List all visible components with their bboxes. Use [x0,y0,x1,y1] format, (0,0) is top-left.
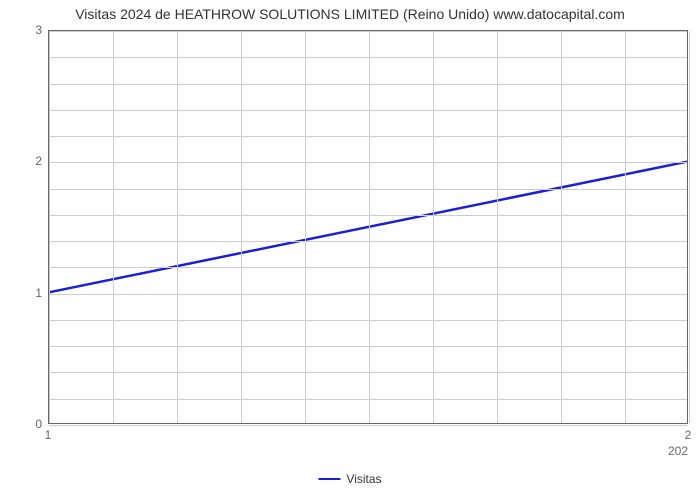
plot-area [48,30,688,424]
gridline-h [49,84,687,85]
gridline-h [49,320,687,321]
gridline-h [49,399,687,400]
x-tick-label: 1 [45,424,52,442]
gridline-h [49,215,687,216]
series-line [49,162,687,293]
gridline-h [49,346,687,347]
legend-label: Visitas [346,472,381,486]
gridline-v [305,31,306,423]
line-layer [49,31,687,423]
gridline-h [49,110,687,111]
y-tick-label: 2 [35,154,48,168]
gridline-v [369,31,370,423]
gridline-h [49,189,687,190]
gridline-h [49,425,687,426]
legend: Visitas [318,472,381,486]
gridline-h [49,162,687,163]
gridline-v [49,31,50,423]
x-tick-label: 2 [685,424,692,442]
gridline-v [689,31,690,423]
gridline-v [497,31,498,423]
chart-title: Visitas 2024 de HEATHROW SOLUTIONS LIMIT… [0,0,700,26]
gridline-h [49,57,687,58]
gridline-v [625,31,626,423]
y-tick-label: 1 [35,286,48,300]
gridline-h [49,241,687,242]
gridline-v [433,31,434,423]
legend-swatch [318,478,340,480]
gridline-h [49,136,687,137]
gridline-v [561,31,562,423]
y-tick-label: 3 [35,23,48,37]
gridline-v [241,31,242,423]
gridline-v [177,31,178,423]
gridline-h [49,372,687,373]
gridline-h [49,267,687,268]
gridline-h [49,294,687,295]
gridline-v [113,31,114,423]
plot-wrapper: 202 012312 [48,30,688,424]
gridline-h [49,31,687,32]
